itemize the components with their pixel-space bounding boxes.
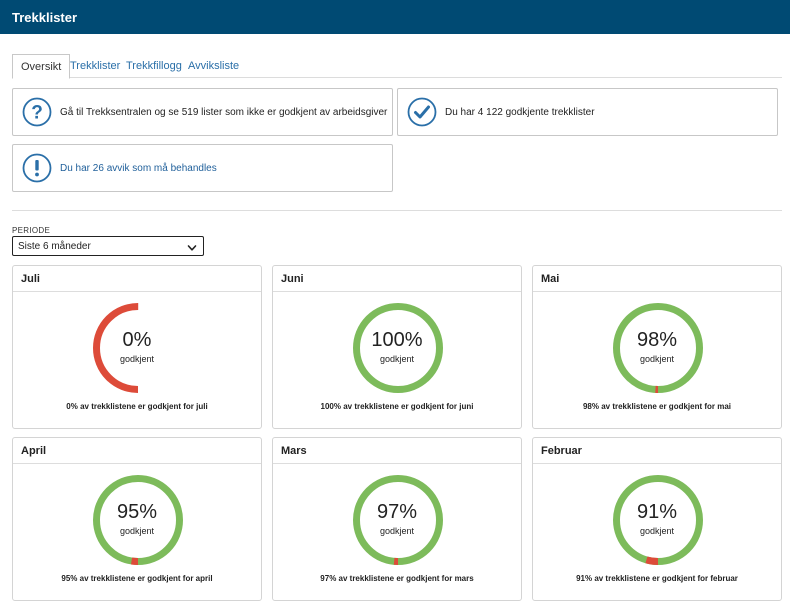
- approval-status-label: godkjent: [379, 526, 415, 536]
- card-header: April: [13, 438, 261, 464]
- month-card-juli: Juli 0% godkjent 0% av trekklistene er g…: [12, 265, 262, 429]
- approval-percent: 0%: [122, 329, 152, 351]
- card-title: Juli: [21, 273, 40, 285]
- info-box-trekksentralen[interactable]: ? Gå til Trekksentralen og se 519 lister…: [12, 88, 393, 136]
- ring-approved-arc: [353, 303, 443, 393]
- approval-summary: 97% av trekklistene er godkjent for mars: [320, 574, 474, 583]
- ring-rejected-arc: [93, 475, 183, 565]
- card-header: Februar: [533, 438, 781, 464]
- month-card-mai: Mai 98% godkjent 98% av trekklistene er …: [532, 265, 782, 429]
- approval-summary: 0% av trekklistene er godkjent for juli: [66, 402, 208, 411]
- approval-percent: 97%: [376, 501, 418, 523]
- tab-avviksliste[interactable]: Avviksliste: [188, 60, 240, 72]
- approval-ring: [93, 475, 183, 565]
- approval-summary: 95% av trekklistene er godkjent for apri…: [61, 574, 213, 583]
- tab-bar: Oversikt Trekklister Trekkfillogg Avviks…: [12, 54, 782, 79]
- tab-oversikt[interactable]: Oversikt: [12, 54, 71, 79]
- approval-percent: 100%: [371, 329, 423, 351]
- approval-status-label: godkjent: [119, 354, 155, 364]
- ring-rejected-arc: [613, 303, 703, 393]
- top-bar: Trekklister: [0, 0, 790, 34]
- approval-ring: [353, 303, 443, 393]
- approval-percent: 95%: [116, 501, 158, 523]
- page-title: Trekklister: [12, 10, 78, 25]
- card-title: Februar: [541, 445, 582, 457]
- periode-select[interactable]: Siste 6 måneder: [12, 236, 204, 256]
- approval-summary: 100% av trekklistene er godkjent for jun…: [320, 402, 474, 411]
- info-box-avvik[interactable]: Du har 26 avvik som må behandles: [12, 144, 393, 192]
- card-title: Mai: [541, 273, 560, 285]
- card-header: Mai: [533, 266, 781, 292]
- month-card-mars: Mars 97% godkjent 97% av trekklistene er…: [272, 437, 522, 601]
- approval-ring: [613, 475, 703, 565]
- ring-rejected-arc: [353, 475, 443, 565]
- info-box-text: Du har 4 122 godkjente trekklister: [445, 107, 595, 118]
- card-title: Mars: [281, 445, 307, 457]
- month-card-april: April 95% godkjent 95% av trekklistene e…: [12, 437, 262, 601]
- periode-label: PERIODE: [12, 226, 51, 235]
- approval-status-label: godkjent: [119, 526, 155, 536]
- tab-trekklister[interactable]: Trekklister: [70, 60, 121, 72]
- tab-trekkfillogg[interactable]: Trekkfillogg: [126, 60, 182, 72]
- ring-rejected-arc: [613, 475, 703, 565]
- periode-selected-value: Siste 6 måneder: [18, 241, 91, 252]
- approval-ring: [93, 303, 183, 393]
- ring-rejected-arc: [93, 303, 183, 393]
- approval-summary: 98% av trekklistene er godkjent for mai: [582, 402, 732, 411]
- check-icon: [407, 97, 437, 127]
- info-box-text: Gå til Trekksentralen og se 519 lister s…: [60, 107, 388, 118]
- month-card-juni: Juni 100% godkjent 100% av trekklistene …: [272, 265, 522, 429]
- approval-status-label: godkjent: [639, 354, 675, 364]
- question-icon: ?: [22, 97, 52, 127]
- card-header: Mars: [273, 438, 521, 464]
- info-box-godkjente[interactable]: Du har 4 122 godkjente trekklister: [397, 88, 778, 136]
- approval-status-label: godkjent: [639, 526, 675, 536]
- section-divider: [12, 210, 782, 211]
- approval-summary: 91% av trekklistene er godkjent for febr…: [576, 574, 738, 583]
- approval-ring: [353, 475, 443, 565]
- exclamation-icon: [22, 153, 52, 183]
- chevron-down-icon: [187, 242, 197, 252]
- month-card-februar: Februar 91% godkjent 91% av trekklistene…: [532, 437, 782, 601]
- approval-percent: 98%: [636, 329, 678, 351]
- approval-percent: 91%: [636, 501, 678, 523]
- approval-ring: [613, 303, 703, 393]
- svg-text:?: ?: [31, 103, 43, 124]
- approval-status-label: godkjent: [379, 354, 415, 364]
- card-header: Juni: [273, 266, 521, 292]
- card-header: Juli: [13, 266, 261, 292]
- card-title: Juni: [281, 273, 304, 285]
- avvik-link[interactable]: Du har 26 avvik som må behandles: [60, 163, 217, 174]
- card-title: April: [21, 445, 47, 457]
